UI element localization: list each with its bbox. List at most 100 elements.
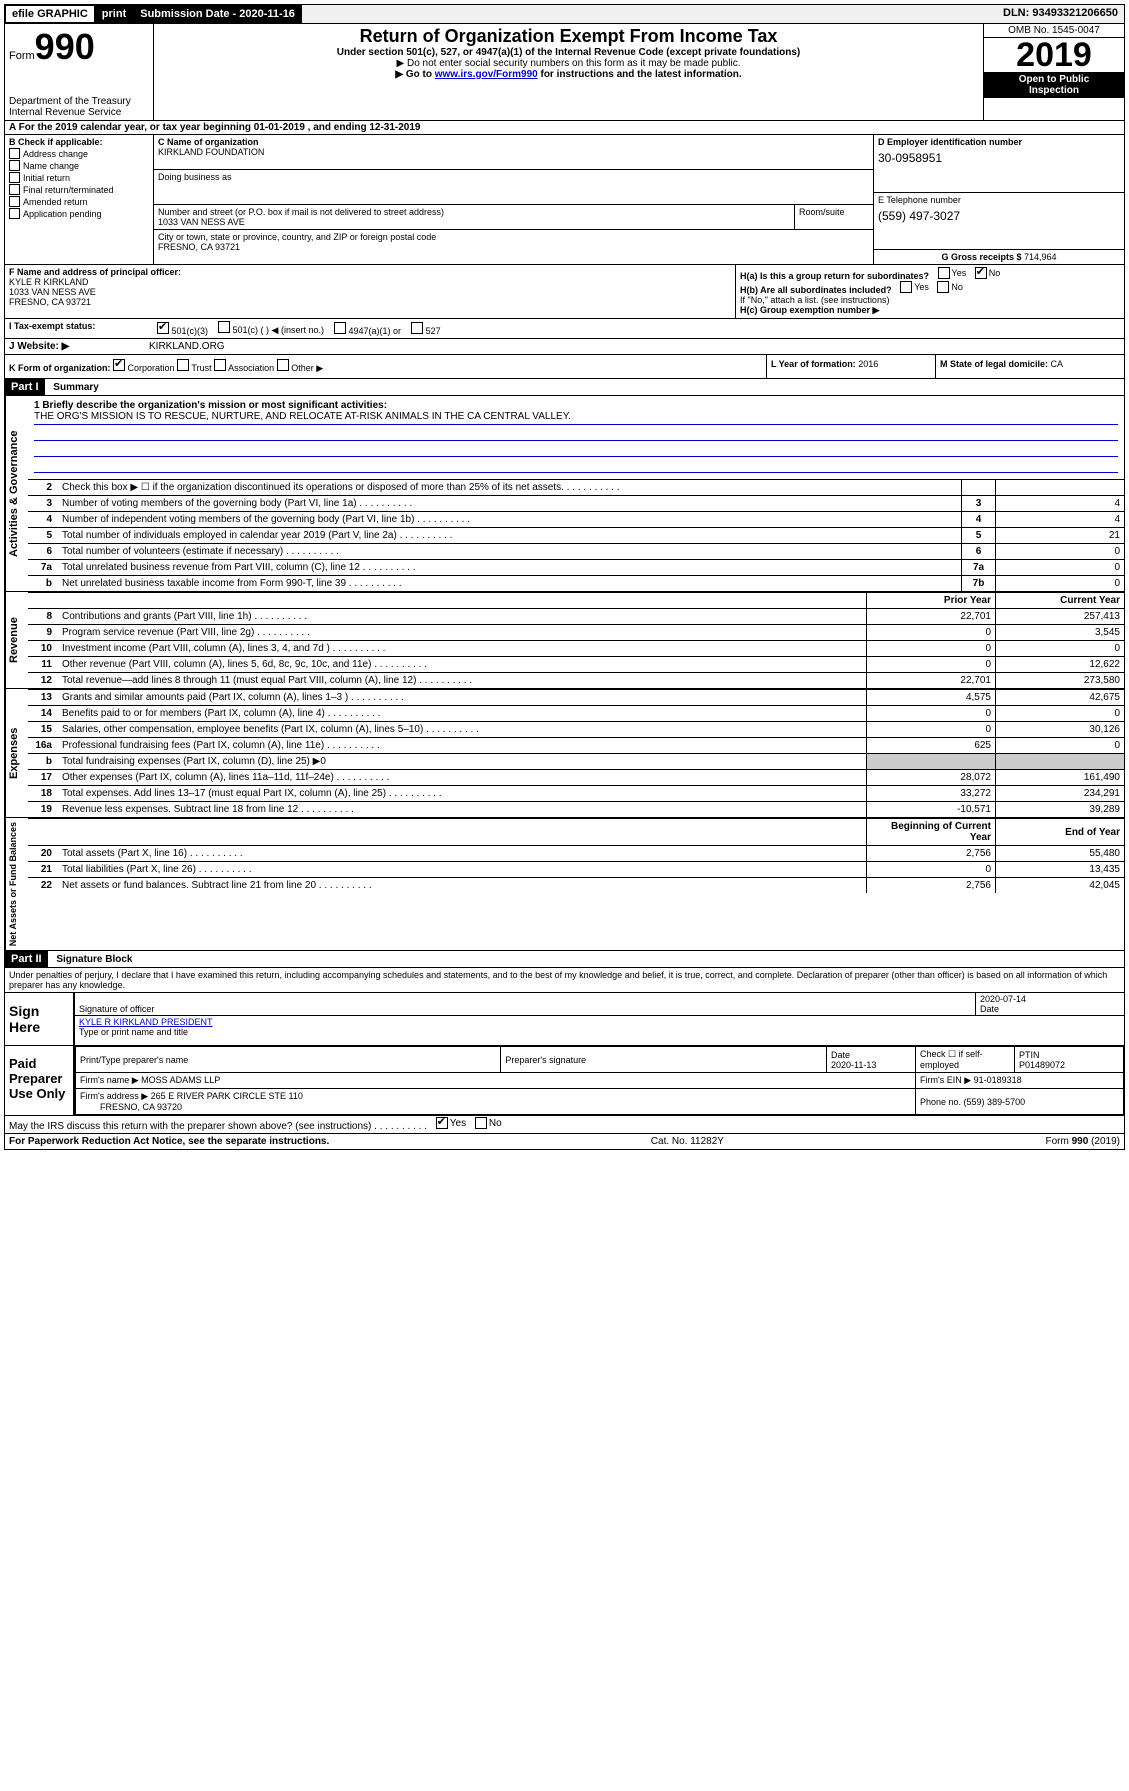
city-label: City or town, state or province, country… (158, 232, 436, 242)
tax-s1: 501(c)(3) (172, 326, 209, 336)
ptin-label: PTIN (1019, 1050, 1040, 1060)
gov-sidelabel: Activities & Governance (5, 396, 28, 591)
discuss-no[interactable] (475, 1117, 487, 1129)
exp-table: 13Grants and similar amounts paid (Part … (28, 689, 1124, 817)
k-trust-label: Trust (191, 363, 211, 373)
fh-row: F Name and address of principal officer:… (4, 265, 1125, 319)
irs-link[interactable]: www.irs.gov/Form990 (435, 69, 538, 80)
print-button[interactable]: print (95, 5, 133, 23)
submission-date: Submission Date - 2020-11-16 (133, 5, 302, 23)
l-label: L Year of formation: (771, 359, 858, 369)
tax-501c3[interactable] (157, 322, 169, 334)
inspection-label: Inspection (1029, 85, 1079, 96)
tax-row: I Tax-exempt status: 501(c)(3) 501(c) ( … (4, 319, 1125, 339)
tax-527[interactable] (411, 322, 423, 334)
g-label: G Gross receipts $ (941, 252, 1024, 262)
sign-here-label: Sign Here (5, 993, 73, 1045)
h-note: If "No," attach a list. (see instruction… (740, 295, 1120, 305)
k-corp[interactable] (113, 359, 125, 371)
check-app[interactable] (9, 208, 20, 219)
firm-phone-label: Phone no. (920, 1097, 964, 1107)
l-val: 2016 (858, 359, 878, 369)
e-label: E Telephone number (878, 195, 961, 205)
k-assoc[interactable] (214, 359, 226, 371)
checks-title: B Check if applicable: (9, 137, 149, 147)
k-other[interactable] (277, 359, 289, 371)
k-other-label: Other ▶ (291, 363, 323, 373)
hb-label: H(b) Are all subordinates included? (740, 285, 892, 295)
form-header: Form990 Department of the Treasury Inter… (4, 24, 1125, 121)
net-table: Beginning of Current YearEnd of Year20To… (28, 818, 1124, 893)
k-corp-label: Corporation (128, 363, 175, 373)
officer-city: FRESNO, CA 93721 (9, 297, 91, 307)
ha-yes[interactable] (938, 267, 950, 279)
subtitle-2: ▶ Do not enter social security numbers o… (160, 58, 977, 69)
sub3-suffix: for instructions and the latest informat… (538, 69, 742, 80)
irs: Internal Revenue Service (9, 107, 149, 118)
firm-addr2: FRESNO, CA 93720 (100, 1102, 182, 1112)
form-number: 990 (35, 26, 95, 67)
governance-section: Activities & Governance 1 Briefly descri… (4, 396, 1125, 592)
dba-label: Doing business as (158, 172, 232, 182)
footer-mid: Cat. No. 11282Y (651, 1136, 724, 1147)
phone-val: (559) 497-3027 (878, 205, 1120, 223)
gov-table: 2Check this box ▶ ☐ if the organization … (28, 479, 1124, 591)
footer: For Paperwork Reduction Act Notice, see … (4, 1134, 1125, 1150)
exp-sidelabel: Expenses (5, 689, 28, 817)
part1-title: Summary (47, 380, 105, 395)
check-final[interactable] (9, 184, 20, 195)
firm-addr: 265 E RIVER PARK CIRCLE STE 110 (151, 1091, 303, 1101)
discuss-yes[interactable] (436, 1117, 448, 1129)
name-label: Type or print name and title (79, 1027, 188, 1037)
sig-officer-label: Signature of officer (79, 1004, 154, 1014)
addr-val: 1033 VAN NESS AVE (158, 217, 245, 227)
open-label: Open to Public (1019, 74, 1090, 85)
tax-501c[interactable] (218, 321, 230, 333)
ha-label: H(a) Is this a group return for subordin… (740, 271, 929, 281)
ein-val: 30-0958951 (878, 147, 1120, 165)
website-row: J Website: ▶ KIRKLAND.ORG (4, 339, 1125, 355)
yes-label: Yes (952, 268, 967, 278)
tax-year: 2019 (984, 38, 1124, 72)
topbar: efile GRAPHIC print Submission Date - 20… (4, 4, 1125, 24)
period-start: 01-01-2019 (254, 122, 305, 133)
officer-sig-name[interactable]: KYLE R KIRKLAND PRESIDENT (79, 1017, 213, 1027)
firm-phone: (559) 389-5700 (964, 1097, 1026, 1107)
firm-val: MOSS ADAMS LLP (141, 1075, 220, 1085)
check-name[interactable] (9, 160, 20, 171)
check-amended[interactable] (9, 196, 20, 207)
form-prefix: Form (9, 50, 35, 62)
part2-header: Part II (5, 951, 48, 967)
hb-yes[interactable] (900, 281, 912, 293)
paid-preparer-label: Paid Preparer Use Only (5, 1046, 73, 1115)
check-app-label: Application pending (23, 209, 102, 219)
signature-block: Under penalties of perjury, I declare th… (4, 968, 1125, 1116)
tax-4947[interactable] (334, 322, 346, 334)
c-label: C Name of organization (158, 137, 259, 147)
m-val: CA (1051, 359, 1064, 369)
k-trust[interactable] (177, 359, 189, 371)
dept: Department of the Treasury (9, 96, 149, 107)
discuss-no-label: No (489, 1118, 502, 1129)
hb-no[interactable] (937, 281, 949, 293)
revenue-section: Revenue Prior YearCurrent Year8Contribut… (4, 592, 1125, 689)
sub3-prefix: ▶ Go to (395, 69, 434, 80)
officer-addr: 1033 VAN NESS AVE (9, 287, 96, 297)
ptin-val: P01489072 (1019, 1060, 1065, 1070)
k-row: K Form of organization: Corporation Trus… (4, 355, 1125, 379)
rev-table: Prior YearCurrent Year8Contributions and… (28, 592, 1124, 688)
page-title: Return of Organization Exempt From Incom… (160, 26, 977, 47)
check-addr[interactable] (9, 148, 20, 159)
firm-label: Firm's name ▶ (80, 1075, 139, 1085)
discuss-yes-label: Yes (450, 1118, 466, 1129)
addr-label: Number and street (or P.O. box if mail i… (158, 207, 444, 217)
section-b: B Check if applicable: Address change Na… (4, 135, 1125, 265)
check-initial[interactable] (9, 172, 20, 183)
ha-no[interactable] (975, 267, 987, 279)
firm-ein: 91-0189318 (974, 1075, 1022, 1085)
paid-col2: Preparer's signature (501, 1047, 827, 1073)
f-label: F Name and address of principal officer: (9, 267, 181, 277)
period-row: A For the 2019 calendar year, or tax yea… (4, 121, 1125, 135)
part1-header: Part I (5, 379, 45, 395)
part2-title: Signature Block (50, 952, 138, 967)
